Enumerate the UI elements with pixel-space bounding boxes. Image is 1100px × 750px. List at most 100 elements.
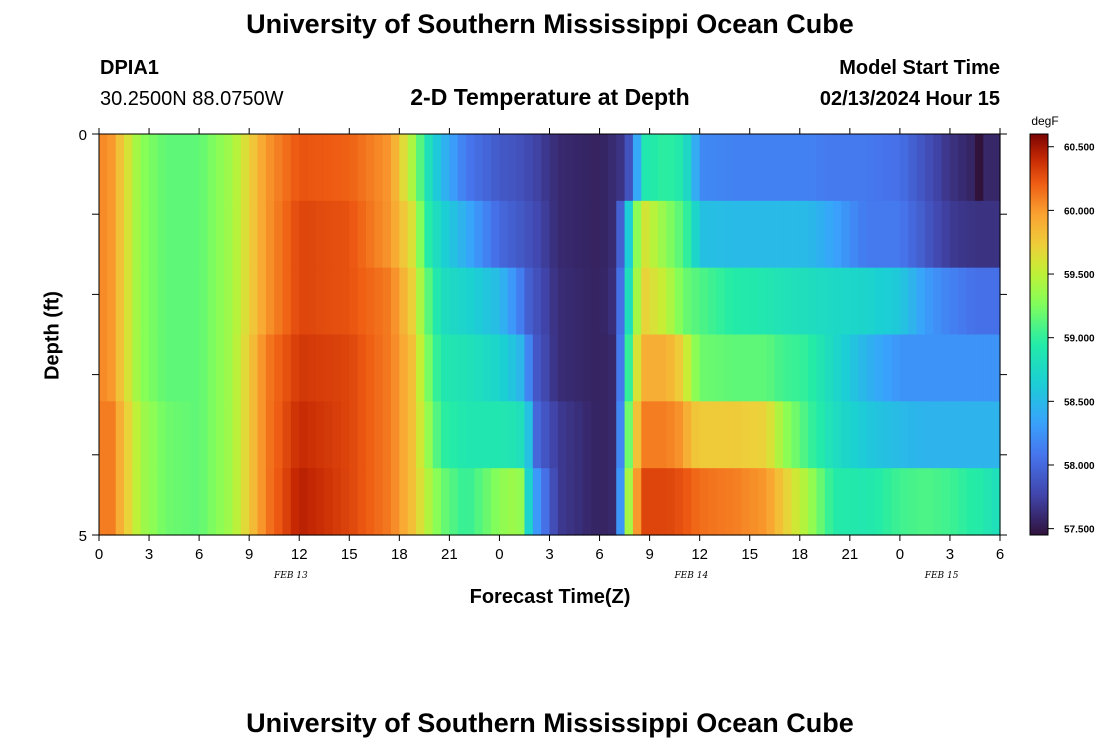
heatmap-cell	[632, 334, 642, 402]
heatmap-cell	[474, 334, 484, 402]
heatmap-cell	[649, 134, 659, 202]
heatmap-cell	[382, 267, 392, 336]
x-tick-label: 18	[391, 546, 408, 563]
x-tick-label: 9	[645, 546, 653, 563]
model-start-label: Model Start Time	[839, 57, 1000, 79]
heatmap-cell	[983, 267, 993, 336]
heatmap-cell	[99, 401, 108, 469]
heatmap-cell	[674, 334, 684, 402]
heatmap-cell	[165, 468, 175, 536]
heatmap-cell	[883, 468, 893, 536]
heatmap-cell	[791, 267, 801, 336]
heatmap-cell	[449, 267, 459, 336]
heatmap-cell	[349, 468, 359, 536]
x-tick-label: 0	[896, 546, 904, 563]
heatmap-cell	[766, 200, 776, 269]
heatmap-cell	[315, 267, 325, 336]
heatmap-cell	[666, 334, 676, 402]
heatmap-cell	[115, 468, 125, 536]
heatmap-cell	[582, 401, 592, 469]
heatmap-cell	[466, 468, 476, 536]
heatmap-cell	[140, 267, 150, 336]
colorbar-ticks: 60.500 60.000 59.500 59.000 58.500 58.000 57.5…	[1048, 143, 1095, 536]
heatmap-cell	[866, 468, 876, 536]
heatmap-cell	[149, 267, 158, 336]
heatmap-cell	[766, 267, 776, 336]
heatmap-cell	[783, 200, 793, 269]
heatmap-cell	[833, 334, 843, 402]
heatmap-cell	[958, 134, 968, 202]
heatmap-cell	[190, 267, 200, 336]
heatmap-cell	[507, 468, 517, 536]
heatmap-cell	[274, 401, 284, 469]
heatmap-cell	[482, 401, 492, 469]
heatmap-cell	[474, 134, 484, 202]
heatmap-cell	[307, 200, 317, 269]
heatmap-cell	[974, 267, 984, 336]
heatmap-cell	[365, 468, 375, 536]
heatmap-cell	[941, 200, 951, 269]
heatmap-cell	[774, 401, 784, 469]
heatmap-cell	[282, 401, 292, 469]
heatmap-cell	[524, 134, 534, 202]
heatmap-cell	[466, 267, 476, 336]
x-tick-label: 6	[195, 546, 203, 563]
heatmap-cell	[390, 334, 400, 402]
heatmap-cell	[182, 267, 192, 336]
heatmap-cell	[983, 200, 993, 269]
heatmap-cell	[799, 200, 809, 269]
heatmap-cell	[224, 334, 234, 402]
heatmap-cell	[491, 200, 501, 269]
heatmap-cell	[441, 134, 450, 202]
heatmap-cell	[691, 134, 701, 202]
heatmap-cell	[232, 267, 242, 336]
heatmap-cell	[716, 200, 726, 269]
heatmap-cell	[624, 200, 634, 269]
heatmap-cell	[357, 401, 367, 469]
heatmap-cell	[799, 334, 809, 402]
heatmap-cell	[599, 334, 609, 402]
heatmap-cell	[599, 134, 609, 202]
heatmap-cell	[966, 267, 976, 336]
heatmap-cell	[741, 468, 751, 536]
heatmap-cell	[207, 334, 217, 402]
heatmap-cell	[566, 200, 576, 269]
heatmap-cell	[607, 134, 617, 202]
heatmap-cell	[474, 468, 484, 536]
heatmap-cell	[674, 267, 684, 336]
heatmap-cell	[991, 267, 1001, 336]
heatmap-cell	[591, 200, 601, 269]
heatmap-cell	[991, 134, 1001, 202]
heatmap-cell	[374, 200, 384, 269]
heatmap-cell	[174, 267, 184, 336]
heatmap-cell	[624, 401, 634, 469]
heatmap-cell	[365, 200, 375, 269]
heatmap-cell	[733, 134, 742, 202]
heatmap-cell	[232, 401, 242, 469]
heatmap-cell	[924, 401, 934, 469]
x-tick-label: 3	[545, 546, 553, 563]
heatmap-cell	[249, 134, 259, 202]
heatmap-cell	[632, 468, 642, 536]
heatmap-cell	[524, 468, 534, 536]
heatmap-cell	[140, 468, 150, 536]
heatmap-cell	[357, 468, 367, 536]
heatmap-cell	[491, 401, 501, 469]
heatmap-cell	[249, 334, 259, 402]
heatmap-cell	[808, 267, 818, 336]
heatmap-cell	[315, 468, 325, 536]
heatmap-cell	[199, 334, 209, 402]
heatmap-cell	[240, 401, 250, 469]
heatmap-cell	[541, 468, 551, 536]
heatmap-cell	[949, 401, 959, 469]
heatmap-cell	[682, 401, 692, 469]
heatmap-cell	[124, 267, 133, 336]
heatmap-cell	[724, 401, 734, 469]
heatmap-cell	[199, 200, 209, 269]
heatmap-cell	[257, 267, 267, 336]
heatmap-cell	[833, 267, 843, 336]
heatmap-cell	[557, 267, 567, 336]
heatmap-cell	[424, 200, 434, 269]
heatmap-cell	[708, 267, 717, 336]
heatmap-cell	[624, 267, 634, 336]
